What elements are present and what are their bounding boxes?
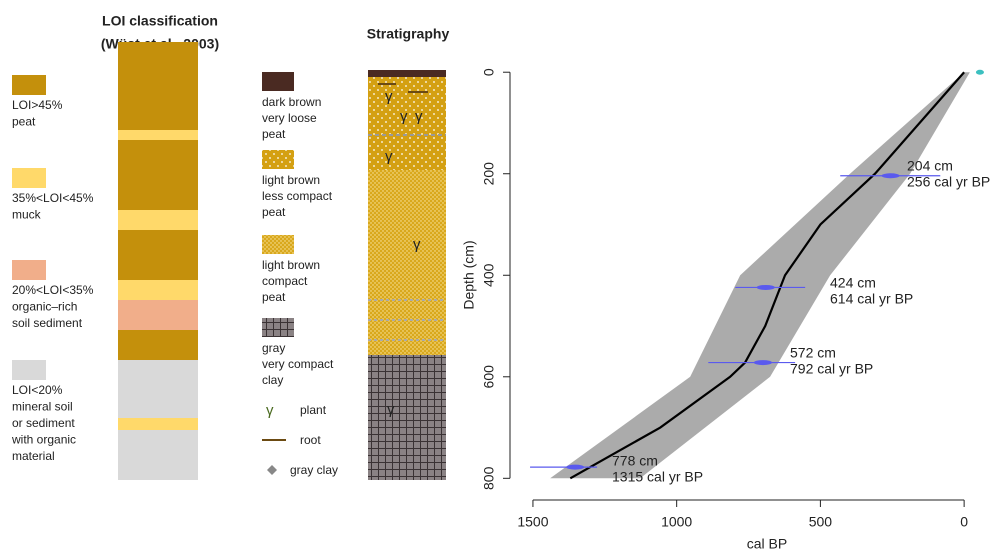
legend-label: muck [12, 208, 42, 222]
legend-label: mineral soil [12, 400, 73, 414]
svg-text:γ: γ [413, 236, 421, 253]
legend-symbol: γ [266, 402, 274, 419]
annotation: 572 cm [790, 345, 836, 361]
legend-swatch [12, 260, 46, 280]
legend-swatch [262, 235, 294, 254]
y-axis-label: Depth (cm) [461, 240, 477, 309]
date-mark [566, 464, 585, 470]
legend-label: peat [12, 115, 36, 129]
annotation: 204 cm [907, 158, 953, 174]
y-tick-label: 0 [481, 68, 497, 76]
legend-diamond [267, 465, 277, 475]
date-mark [975, 69, 984, 75]
date-mark [753, 360, 772, 366]
x-axis-label: cal BP [747, 536, 787, 552]
annotation: 778 cm [612, 453, 658, 469]
loi-layer [118, 360, 198, 418]
y-tick-label: 400 [481, 263, 497, 287]
loi-layer [118, 210, 198, 230]
strat-title: Stratigraphy [367, 26, 450, 42]
svg-text:γ: γ [385, 88, 393, 105]
legend-label: dark brown [262, 95, 321, 109]
legend-label: very compact [262, 357, 334, 371]
svg-text:γ: γ [387, 401, 395, 418]
legend-label: less compact [262, 189, 333, 203]
legend-label: LOI>45% [12, 98, 63, 112]
legend-label: with organic [11, 433, 76, 447]
legend-label: very loose [262, 111, 317, 125]
confidence-band [550, 72, 970, 479]
legend-label: 35%<LOI<45% [12, 191, 94, 205]
legend-label: compact [262, 274, 308, 288]
legend-label: soil sediment [12, 316, 83, 330]
legend-swatch [262, 318, 294, 337]
legend-swatch [262, 150, 294, 169]
legend-label: plant [300, 403, 327, 417]
y-tick-label: 600 [481, 365, 497, 389]
y-tick-label: 200 [481, 162, 497, 186]
legend-label: LOI<20% [12, 383, 63, 397]
annotation: 792 cal yr BP [790, 361, 873, 377]
annotation: 424 cm [830, 275, 876, 291]
svg-text:γ: γ [415, 108, 423, 125]
loi-layer [118, 140, 198, 210]
legend-swatch [12, 360, 46, 380]
loi-title: LOI classification [102, 13, 218, 29]
date-mark [756, 284, 775, 290]
strat-column: γγ γγ γγ [368, 70, 446, 480]
loi-layer [118, 280, 198, 300]
legend-label: light brown [262, 258, 320, 272]
legend-label: peat [262, 205, 286, 219]
x-tick-label: 1500 [517, 514, 548, 530]
loi-layer [118, 330, 198, 360]
date-mark [881, 173, 900, 179]
age-model-line [569, 71, 965, 480]
legend-label: organic–rich [12, 300, 77, 314]
legend-label: material [12, 449, 55, 463]
legend-label: root [300, 433, 321, 447]
legend-label: or sediment [12, 416, 75, 430]
legend-label: peat [262, 127, 286, 141]
loi-layer [118, 42, 198, 130]
legend-label: 20%<LOI<35% [12, 283, 94, 297]
legend-label: gray [262, 341, 285, 355]
annotation: 614 cal yr BP [830, 291, 913, 307]
loi-layer [118, 130, 198, 140]
loi-layer [118, 418, 198, 430]
legend-swatch [12, 75, 46, 95]
legend-label: peat [262, 290, 286, 304]
loi-layer [118, 430, 198, 480]
x-tick-label: 500 [809, 514, 833, 530]
svg-text:γ: γ [400, 108, 408, 125]
x-tick-label: 1000 [661, 514, 692, 530]
legend-label: clay [262, 373, 283, 387]
loi-layer [118, 300, 198, 330]
legend-label: light brown [262, 173, 320, 187]
annotation: 256 cal yr BP [907, 174, 990, 190]
svg-text:γ: γ [385, 148, 393, 165]
y-tick-label: 800 [481, 466, 497, 490]
x-tick-label: 0 [960, 514, 968, 530]
loi-layer [118, 230, 198, 280]
legend-label: gray clay [290, 463, 338, 477]
annotation: 1315 cal yr BP [612, 469, 703, 485]
legend-swatch [262, 72, 294, 91]
legend-swatch [12, 168, 46, 188]
